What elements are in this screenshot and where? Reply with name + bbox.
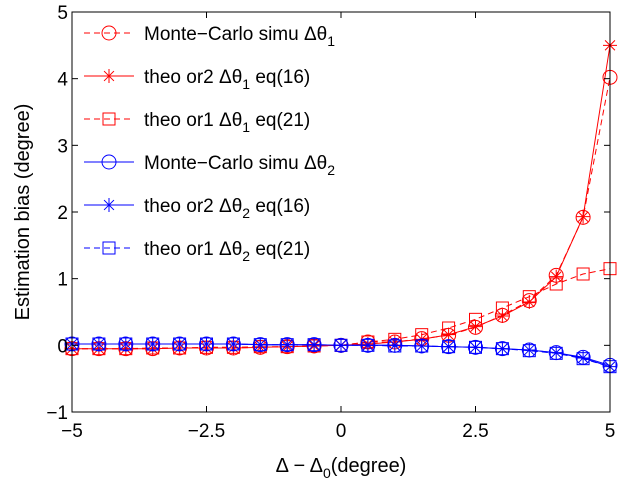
data-point — [495, 309, 510, 323]
data-point — [226, 337, 240, 351]
legend-marker — [102, 198, 116, 212]
data-point — [307, 338, 321, 352]
y-tick-label: 3 — [57, 136, 68, 157]
data-point — [280, 338, 294, 352]
legend-marker — [102, 241, 116, 255]
data-point — [522, 344, 536, 358]
legend-marker — [101, 154, 117, 170]
legend-marker — [102, 69, 116, 83]
data-point — [522, 290, 536, 304]
data-point — [146, 337, 160, 351]
legend: Monte−Carlo simu Δθ1 theo or2 Δθ1 eq(16) t… — [84, 24, 335, 264]
x-tick-label: 5 — [605, 421, 616, 442]
legend-label: Monte−Carlo simu Δθ1 — [144, 24, 335, 49]
legend-entry: theo or2 Δθ1 eq(16) — [84, 67, 310, 92]
data-point — [549, 269, 564, 284]
x-tick-label: −5 — [61, 421, 83, 442]
data-point — [442, 321, 456, 335]
data-point — [172, 337, 187, 351]
data-point — [200, 337, 213, 351]
data-point — [387, 338, 402, 353]
legend-marker — [101, 25, 117, 41]
data-point — [253, 338, 267, 352]
legend-entry: theo or1 Δθ1 eq(21) — [84, 110, 310, 135]
data-point — [119, 337, 133, 351]
legend-entry: theo or1 Δθ2 eq(21) — [84, 239, 310, 264]
y-axis-label: Estimation bias (degree) — [12, 104, 34, 321]
data-point — [414, 339, 429, 353]
data-point — [576, 352, 590, 366]
x-tick-label: 0 — [336, 421, 347, 442]
data-point — [442, 340, 456, 354]
legend-label: theo or1 Δθ1 eq(21) — [144, 110, 310, 135]
data-point — [91, 337, 106, 351]
legend-entry: theo or2 Δθ2 eq(16) — [84, 196, 310, 221]
x-axis-label-suffix: (degree) — [331, 455, 407, 477]
y-tick-label: 1 — [57, 270, 68, 291]
legend-label: Monte−Carlo simu Δθ2 — [144, 153, 335, 178]
data-point — [388, 339, 402, 353]
x-tick-label: −2.5 — [188, 421, 226, 442]
series-line — [72, 268, 611, 350]
data-point — [441, 339, 456, 354]
legend-label: theo or1 Δθ2 eq(21) — [144, 239, 310, 264]
legend-marker — [102, 112, 116, 126]
data-point — [334, 338, 348, 352]
data-point — [495, 342, 509, 356]
data-point — [334, 338, 348, 353]
data-point — [415, 339, 429, 353]
x-tick-label: 2.5 — [462, 421, 488, 442]
data-point — [522, 343, 537, 357]
data-point — [549, 277, 563, 291]
data-point — [361, 338, 375, 352]
y-tick-label: −1 — [46, 403, 68, 424]
y-tick-label: 0 — [57, 336, 68, 357]
data-point — [92, 337, 106, 351]
data-point — [469, 340, 482, 354]
y-tick-label: 4 — [57, 70, 68, 91]
data-point — [522, 295, 537, 309]
data-point — [441, 327, 456, 342]
legend-label: theo or2 Δθ1 eq(16) — [144, 67, 310, 92]
data-point — [576, 267, 590, 281]
series-line — [72, 77, 611, 350]
legend-entry: Monte−Carlo simu Δθ1 — [84, 24, 335, 49]
plot-frame — [71, 11, 611, 413]
y-tick-label: 2 — [57, 203, 68, 224]
data-point — [495, 301, 509, 315]
legend-label: theo or2 Δθ2 eq(16) — [144, 196, 310, 221]
x-axis-label: Δ − Δ0(degree) — [276, 455, 407, 481]
axes-layer: −5 −2.5 0 2.5 5 −1 0 1 2 3 4 5 — [46, 3, 615, 442]
data-point — [469, 312, 482, 326]
data-point — [549, 346, 563, 360]
data-point — [549, 345, 564, 360]
x-axis-label-subscript: 0 — [323, 465, 331, 481]
data-point — [173, 337, 187, 351]
data-point — [576, 351, 591, 365]
data-point — [253, 337, 268, 352]
y-tick-label: 5 — [57, 3, 68, 24]
legend-entry: Monte−Carlo simu Δθ2 — [84, 153, 335, 178]
data-point — [576, 209, 591, 224]
data-point — [468, 319, 483, 334]
